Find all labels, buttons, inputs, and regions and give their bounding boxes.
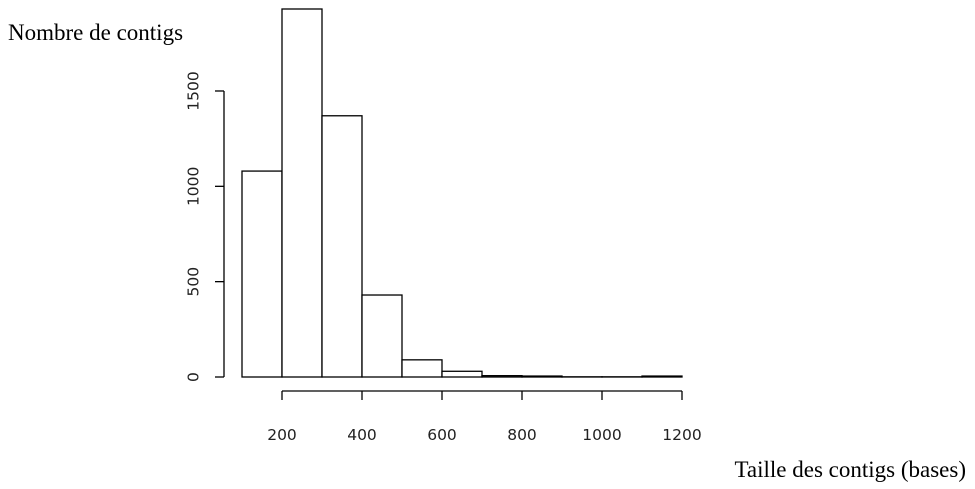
histogram-bar — [481, 375, 523, 378]
histogram-bar — [401, 359, 443, 378]
y-axis-label: Nombre de contigs — [8, 20, 183, 45]
histogram-bar — [361, 294, 403, 378]
y-tick-label: 0 — [185, 372, 203, 382]
y-tick-label: 1500 — [185, 71, 203, 110]
x-axis: 200 400 600 800 1000 1200 — [267, 390, 702, 444]
y-axis: 0 500 1000 1500 — [185, 71, 225, 382]
x-tick-label: 400 — [347, 426, 377, 444]
histogram-bar — [241, 170, 283, 378]
x-axis-label: Taille des contigs (bases) — [734, 457, 966, 482]
y-tick-label: 500 — [185, 267, 203, 297]
histogram-bar — [641, 375, 683, 378]
x-tick-label: 800 — [507, 426, 537, 444]
x-tick-label: 1000 — [582, 426, 621, 444]
y-tick-label: 1000 — [185, 167, 203, 206]
x-tick-label: 600 — [427, 426, 457, 444]
histogram-bar — [281, 8, 323, 378]
histogram-bars — [241, 8, 683, 378]
histogram-bar — [521, 375, 563, 378]
x-tick-label: 1200 — [662, 426, 701, 444]
histogram-bar — [441, 370, 483, 378]
histogram-bar — [321, 115, 363, 378]
x-tick-label: 200 — [267, 426, 297, 444]
